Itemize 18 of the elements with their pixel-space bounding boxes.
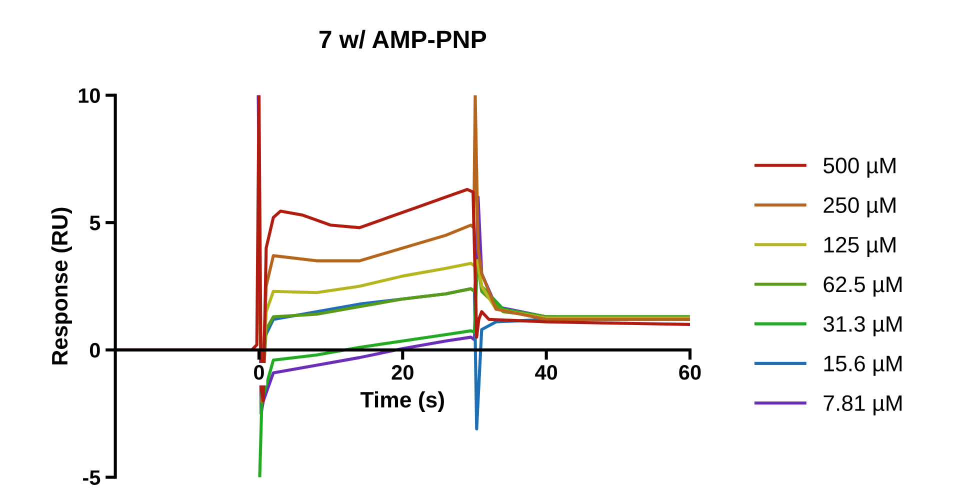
y-tick-label: -5 (83, 470, 100, 486)
legend-label: 62.5 µM (824, 276, 902, 297)
legend-label: 15.6 µM (824, 356, 902, 376)
x-tick-label: 60 (679, 365, 701, 380)
y-tick-label: 10 (78, 88, 100, 104)
x-tick-label: 40 (535, 365, 558, 380)
legend-label: 250 µM (824, 197, 896, 218)
x-tick-label: 0 (254, 365, 264, 380)
y-axis-title: Response (RU) (51, 208, 72, 364)
x-tick-label: 20 (392, 365, 414, 380)
legend-label: 7.81 µM (824, 395, 902, 416)
legend-label: 500 µM (824, 158, 896, 178)
legend-label: 31.3 µM (823, 316, 902, 336)
y-tick-label: 0 (90, 342, 100, 358)
y-tick-label: 5 (90, 216, 100, 230)
chart-title: 7 w/ AMP-PNP (319, 30, 486, 49)
legend-label: 125 µM (824, 236, 896, 258)
x-axis-title: Time (s) (360, 391, 444, 412)
